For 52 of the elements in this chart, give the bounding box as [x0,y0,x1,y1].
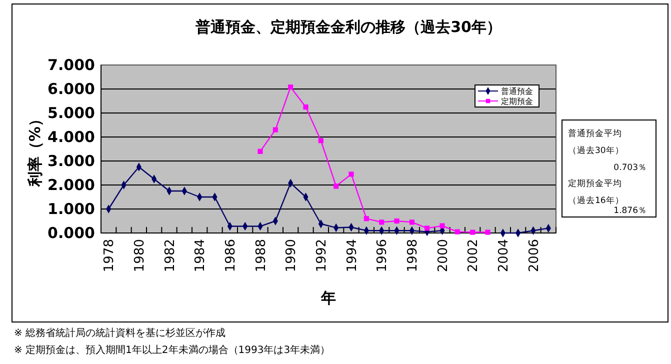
point [454,229,460,234]
y-tick-label: 5.000 [48,104,95,122]
x-tick-label: 1984 [193,239,208,272]
point [334,184,339,189]
text: 1.876％ [614,206,647,216]
y-axis-title: 利率（%） [26,111,44,188]
x-tick-label: 2004 [496,239,512,272]
point [470,230,476,235]
chart-title: 普通預金、定期預金金利の推移（過去30年） [194,18,502,36]
point [272,127,278,132]
text: ※ 総務省統計局の統計資料を基に杉並区が作成 [14,327,226,339]
x-tick-label: 1980 [132,239,148,272]
text: （過去30年） [568,145,624,156]
x-tick-label: 1982 [162,239,178,272]
y-tick-label: 0.000 [48,224,95,242]
x-tick-label: 1996 [375,239,390,272]
x-tick-label: 2006 [526,239,542,272]
point [394,218,400,224]
point [379,220,384,225]
y-tick-label: 3.000 [48,152,95,170]
x-tick-label: 1998 [405,239,420,272]
text: （過去16年） [568,195,624,206]
y-tick-label: 1.000 [48,200,95,218]
x-tick-label: 1988 [254,239,269,272]
y-tick-label: 6.000 [48,80,95,98]
point [318,138,324,144]
y-tick-label: 7.000 [48,56,95,74]
x-tick-label: 2000 [436,239,451,272]
text: 定期預金平均 [568,178,622,189]
legend-label: 定期預金 [501,97,533,106]
x-tick-label: 1990 [284,239,300,272]
point [303,104,308,110]
x-axis-title: 年 [320,289,336,307]
text: ※ 定期預金は、預入期間1年以上2年未満の場合（1993年は3年未満） [14,344,330,356]
point [288,84,294,90]
text: 普通預金平均 [568,128,622,139]
point [409,220,414,225]
y-tick-label: 4.000 [48,128,95,146]
point [364,216,369,222]
x-tick-label: 1986 [223,239,238,272]
point [424,226,430,231]
legend-label: 普通預金 [501,87,533,96]
x-tick-label: 1994 [344,239,360,272]
y-tick-label: 2.000 [48,176,95,194]
point [485,230,490,235]
x-tick-label: 2002 [466,239,482,272]
x-tick-label: 1978 [102,239,118,272]
point [258,148,263,154]
point [348,172,354,177]
text: 0.703％ [614,163,647,173]
x-tick-label: 1992 [314,239,330,272]
point [440,223,445,228]
